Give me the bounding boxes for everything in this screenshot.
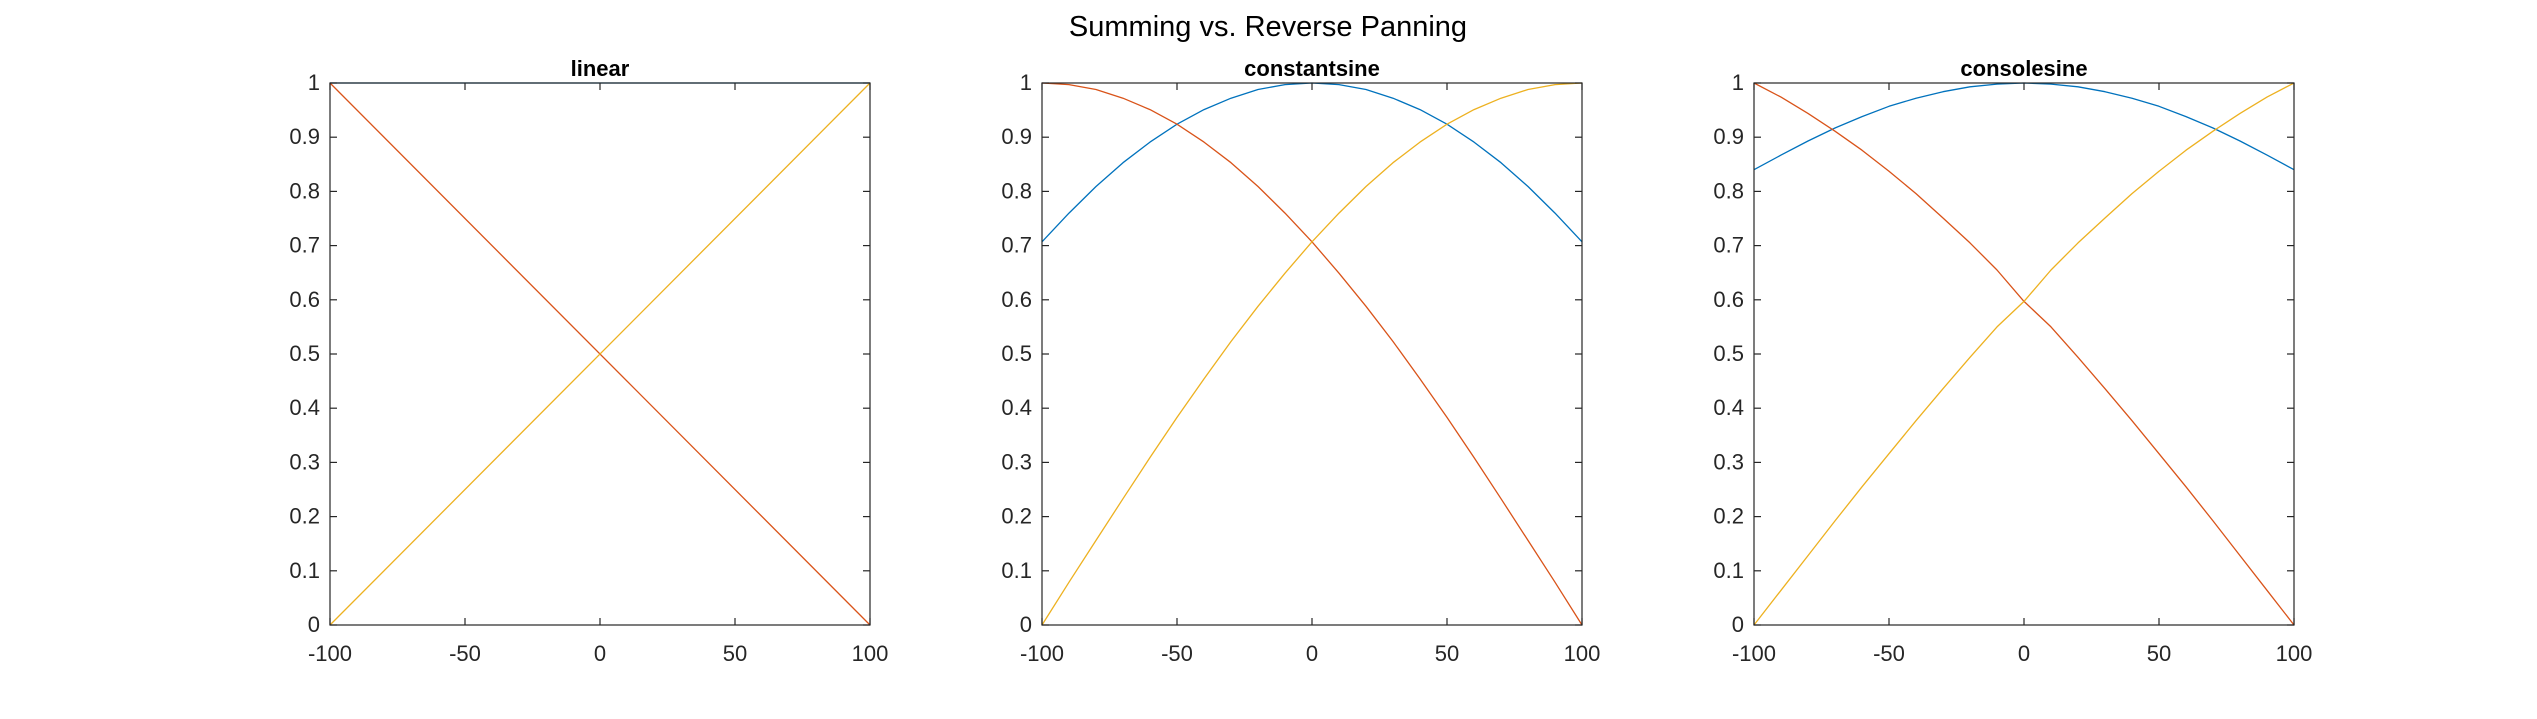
- y-tick-label: 0.8: [289, 178, 320, 203]
- y-tick-label: 0.6: [1001, 287, 1032, 312]
- y-tick-label: 0.7: [1713, 233, 1744, 258]
- y-tick-label: 0.1: [1713, 558, 1744, 583]
- y-tick-label: 0.5: [1713, 341, 1744, 366]
- y-tick-label: 1: [308, 70, 320, 95]
- y-tick-label: 0.2: [289, 504, 320, 529]
- x-tick-label: 0: [2018, 641, 2030, 666]
- y-tick-label: 0.1: [1001, 558, 1032, 583]
- y-tick-label: 0.1: [289, 558, 320, 583]
- y-tick-label: 0.9: [1001, 124, 1032, 149]
- x-tick-label: 50: [2147, 641, 2171, 666]
- x-tick-label: -50: [1161, 641, 1193, 666]
- y-tick-label: 0.2: [1001, 504, 1032, 529]
- y-tick-label: 0.9: [1713, 124, 1744, 149]
- y-tick-label: 0.8: [1713, 178, 1744, 203]
- x-tick-label: -50: [1873, 641, 1905, 666]
- y-tick-label: 0: [1020, 612, 1032, 637]
- y-tick-label: 0.7: [1001, 233, 1032, 258]
- series-line-3: [1753, 82, 2295, 626]
- x-tick-label: 0: [594, 641, 606, 666]
- plot-area: [1754, 83, 2294, 625]
- y-tick-label: 0.3: [1001, 449, 1032, 474]
- x-tick-label: -100: [1732, 641, 1776, 666]
- y-tick-label: 0.6: [1713, 287, 1744, 312]
- y-tick-label: 0: [1732, 612, 1744, 637]
- plot-area: [1042, 83, 1582, 625]
- y-tick-label: 0.4: [1001, 395, 1032, 420]
- y-tick-label: 0.5: [289, 341, 320, 366]
- y-tick-label: 0.8: [1001, 178, 1032, 203]
- x-tick-label: 100: [1564, 641, 1601, 666]
- subplot-consolesine: -100 -50 0 50 100 0 0.1 0.2 0.3 0.4 0.5 0.6 0.7 0.8 0.…: [1713, 56, 2312, 666]
- subplot-title: consolesine: [1960, 56, 2087, 81]
- y-tick-label: 0.3: [1713, 449, 1744, 474]
- y-tick-label: 0: [308, 612, 320, 637]
- x-tick-label: -100: [308, 641, 352, 666]
- x-tick-label: 100: [2276, 641, 2313, 666]
- y-tick-label: 1: [1732, 70, 1744, 95]
- y-tick-label: 0.6: [289, 287, 320, 312]
- y-tick-label: 1: [1020, 70, 1032, 95]
- y-tick-label: 0.2: [1713, 504, 1744, 529]
- x-tick-label: 50: [1435, 641, 1459, 666]
- subplot-title: constantsine: [1244, 56, 1380, 81]
- y-tick-label: 0.3: [289, 449, 320, 474]
- y-tick-label: 0.7: [289, 233, 320, 258]
- x-tick-label: 0: [1306, 641, 1318, 666]
- figure-title: Summing vs. Reverse Panning: [1069, 11, 1467, 43]
- x-tick-label: -50: [449, 641, 481, 666]
- y-tick-label: 0.4: [1713, 395, 1744, 420]
- series-line-3: [329, 82, 871, 626]
- y-tick-label: 0.4: [289, 395, 320, 420]
- series-line-3: [1041, 82, 1583, 626]
- subplot-constantsine: -100 -50 0 50 100 0 0.1 0.2 0.3 0.4 0.5 0.6 0.7 0.8 0.…: [1001, 56, 1600, 666]
- y-tick-label: 0.9: [289, 124, 320, 149]
- x-tick-label: 100: [852, 641, 889, 666]
- y-tick-label: 0.5: [1001, 341, 1032, 366]
- subplot-linear: -100 -50 0 50 100 0 0.1 0.2 0.3 0.4 0.5 0.6 0.7 0.8 0.…: [289, 56, 888, 666]
- subplot-title: linear: [571, 56, 630, 81]
- x-tick-label: -100: [1020, 641, 1064, 666]
- x-tick-label: 50: [723, 641, 747, 666]
